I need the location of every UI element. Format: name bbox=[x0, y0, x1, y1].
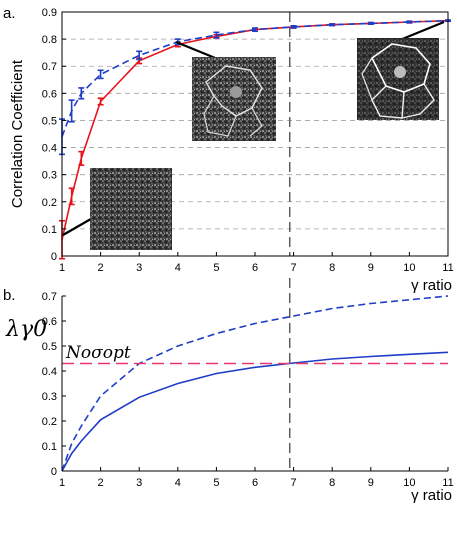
threshold-label: Noσopt bbox=[65, 343, 131, 363]
panel-a-y-axis-label: Correlation Coefficient bbox=[9, 59, 26, 208]
panel-a-x-tick-label: 7 bbox=[291, 262, 297, 274]
panel-a-y-tick-label: 0.9 bbox=[42, 7, 57, 19]
panel-b-y-tick-label: 0.4 bbox=[42, 366, 57, 378]
panel-b-x-tick-label: 10 bbox=[403, 477, 415, 489]
panel-a-x-tick-label: 1 bbox=[59, 262, 65, 274]
panel-b-y-tick-label: 0 bbox=[51, 466, 57, 478]
panel-b-x-axis-label: γ ratio bbox=[411, 487, 452, 504]
panel-b-y-tick-label: 0.6 bbox=[42, 316, 57, 328]
cell-inset-image-right bbox=[357, 38, 439, 120]
panel-a-insets bbox=[62, 20, 445, 250]
panel-a-y-tick-label: 0.3 bbox=[42, 170, 57, 182]
panel-a-x-axis-label: γ ratio bbox=[411, 277, 452, 294]
panel-b-series-2-line bbox=[61, 295, 449, 472]
panel-a-x-tick-label: 6 bbox=[252, 262, 258, 274]
panel-a-x-tick-label: 8 bbox=[329, 262, 335, 274]
panel-b-x-tick-label: 3 bbox=[136, 477, 142, 489]
panel-b-y-tick-label: 0.1 bbox=[42, 441, 57, 453]
noise-inset-image bbox=[90, 168, 172, 250]
cell-inset-image-mid bbox=[192, 57, 276, 141]
panel-a-y-tick-label: 0.4 bbox=[42, 143, 57, 155]
panel-b-x-tick-label: 8 bbox=[329, 477, 335, 489]
panel-a-y-tick-label: 0.7 bbox=[42, 61, 57, 73]
panel-b-label: b. bbox=[3, 287, 16, 304]
panel-b-y-axis-label: λγ0 bbox=[5, 317, 47, 342]
panel-b-y-tick-label: 0.2 bbox=[42, 416, 57, 428]
panel-b-y-tick-label: 0.7 bbox=[42, 291, 57, 303]
panel-a-y-tick-label: 0.1 bbox=[42, 224, 57, 236]
panel-a-y-tick-label: 0.6 bbox=[42, 88, 57, 100]
panel-b-y-tick-label: 0.3 bbox=[42, 391, 57, 403]
panel-a-y-tick-label: 0 bbox=[51, 251, 57, 263]
panel-a-x-tick-label: 2 bbox=[98, 262, 104, 274]
panel-a-y-tick-label: 0.5 bbox=[42, 115, 57, 127]
panel-a-x-tick-label: 11 bbox=[442, 262, 453, 274]
panel-b-y-tick-label: 0.5 bbox=[42, 341, 57, 353]
panel-a-x-tick-label: 3 bbox=[136, 262, 142, 274]
panel-a-x-tick-label: 5 bbox=[213, 262, 219, 274]
panel-b-x-tick-label: 4 bbox=[175, 477, 181, 489]
panel-b-series bbox=[61, 295, 449, 472]
panel-b-x-tick-label: 1 bbox=[59, 477, 65, 489]
panel-b-ticks: 1 2 3 4 5 6 7 8 9 10 11 0 0.1 0.2 0.3 0.4 0.5 0.6 0.7 bbox=[42, 291, 454, 489]
panel-a-x-tick-label: 4 bbox=[175, 262, 181, 274]
panel-b-x-tick-label: 6 bbox=[252, 477, 258, 489]
panel-a-y-tick-label: 0.2 bbox=[42, 197, 57, 209]
panel-a-y-tick-label: 0.8 bbox=[42, 34, 57, 46]
panel-a-x-tick-label: 10 bbox=[403, 262, 415, 274]
panel-b-x-tick-label: 9 bbox=[368, 477, 374, 489]
panel-a-label: a. bbox=[3, 5, 16, 22]
panel-b-series-1-line bbox=[61, 351, 449, 472]
panel-b-x-tick-label: 5 bbox=[213, 477, 219, 489]
panel-a-x-tick-label: 9 bbox=[368, 262, 374, 274]
panel-b-x-tick-label: 2 bbox=[98, 477, 104, 489]
panel-a-chart: 1 2 3 4 5 6 7 8 9 10 11 0 0.1 0.2 0.3 0.4 0.5 0.6 0.7 0.8 0.… bbox=[9, 7, 454, 294]
panel-b-x-tick-label: 7 bbox=[291, 477, 297, 489]
panel-b-x-tick-label: 11 bbox=[442, 477, 453, 489]
panel-a-ticks: 1 2 3 4 5 6 7 8 9 10 11 0 0.1 0.2 0.3 0.4 0.5 0.6 0.7 0.8 0.… bbox=[42, 7, 454, 274]
